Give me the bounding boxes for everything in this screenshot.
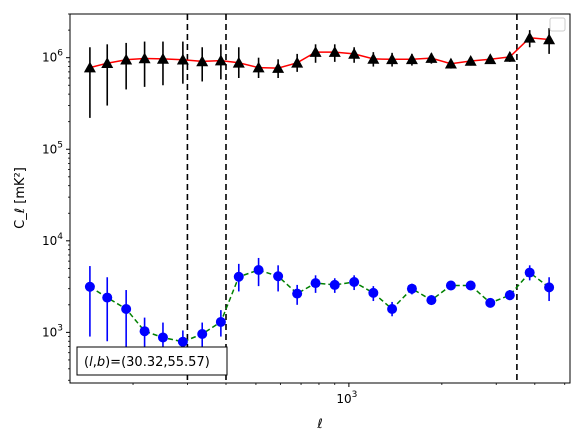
circle-marker	[387, 304, 398, 315]
triangle-marker	[523, 31, 536, 43]
circle-marker	[485, 297, 496, 308]
circle-marker	[292, 288, 303, 299]
triangle-marker	[214, 54, 227, 66]
x-axis-label: ℓ	[316, 417, 322, 432]
circle-marker	[121, 304, 132, 315]
triangle-marker	[156, 52, 169, 64]
triangle-marker	[120, 53, 133, 65]
circle-marker	[139, 326, 150, 337]
circle-marker	[233, 271, 244, 282]
triangle-marker	[291, 56, 304, 68]
circle-marker	[406, 283, 417, 294]
triangle-marker	[328, 46, 341, 57]
triangle-marker	[425, 52, 438, 63]
triangle-marker	[386, 53, 399, 65]
circle-marker	[157, 332, 168, 343]
circle-marker	[253, 265, 264, 276]
triangle-marker	[176, 53, 189, 65]
circle-marker	[368, 287, 379, 298]
triangle-marker	[444, 57, 457, 69]
y-tick-label: 105	[42, 140, 63, 156]
y-tick-label: 103	[42, 323, 63, 339]
circle-marker	[215, 316, 226, 327]
annotation-frame	[76, 346, 228, 376]
legend-box	[549, 17, 566, 32]
triangle-marker	[309, 46, 322, 57]
triangle-marker	[83, 61, 96, 73]
circle-marker	[349, 276, 360, 287]
triangle-marker	[232, 56, 245, 68]
triangle-marker	[252, 61, 265, 73]
triangle-marker	[348, 47, 361, 59]
triangle-marker	[367, 52, 380, 64]
triangle-marker	[138, 52, 151, 64]
axis-ticks: 103 104 105 106 103	[42, 13, 566, 406]
triangle-marker	[405, 53, 418, 65]
circle-marker	[426, 295, 437, 306]
circle-marker	[544, 282, 555, 293]
triangle-marker	[484, 53, 497, 65]
triangle-marker	[196, 55, 209, 67]
circle-marker	[84, 281, 95, 292]
annotation-box: (l,b)=(30.32,55.57)	[76, 346, 228, 376]
circle-marker	[310, 278, 321, 289]
circle-marker	[524, 267, 535, 278]
y-axis-label: C_ℓ [mK²]	[13, 167, 28, 229]
triangle-marker	[503, 50, 516, 62]
x-tick-label: 103	[336, 390, 357, 406]
triangle-marker	[272, 62, 285, 73]
circle-marker	[504, 290, 515, 301]
y-tick-label: 104	[42, 232, 63, 248]
y-tick-label: 106	[42, 49, 63, 65]
plot-area	[83, 14, 556, 383]
triangle-marker	[464, 55, 477, 66]
circle-marker	[102, 292, 113, 303]
circle-marker	[465, 280, 476, 291]
circle-marker	[177, 336, 188, 347]
triangle-marker	[101, 57, 114, 69]
circle-marker	[445, 280, 456, 291]
circle-marker	[329, 279, 340, 290]
triangle-marker	[543, 33, 556, 45]
annotation-text: (l,b)=(30.32,55.57)	[84, 355, 210, 370]
circle-marker	[273, 271, 284, 282]
axes-frame	[69, 13, 571, 384]
circle-marker	[197, 329, 208, 340]
